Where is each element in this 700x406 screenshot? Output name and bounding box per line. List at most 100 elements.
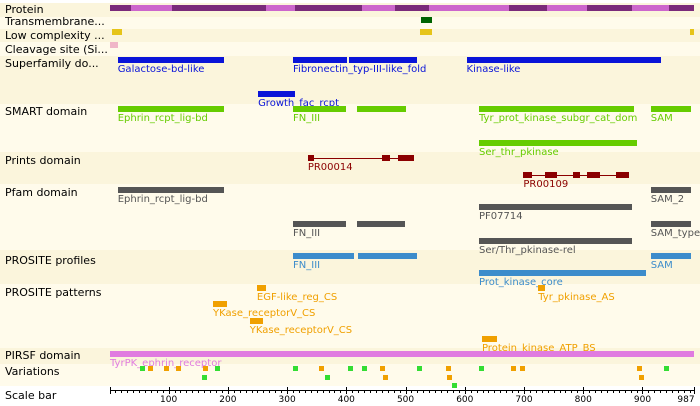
feature-label[interactable]: SAM: [650, 260, 673, 271]
variation-marker[interactable]: [293, 366, 299, 371]
variation-marker[interactable]: [478, 366, 484, 371]
feature-label[interactable]: Protein_kinase_ATP_BS: [481, 343, 596, 354]
protein-segment[interactable]: [110, 5, 131, 11]
feature-bar-pfam[interactable]: [117, 187, 225, 193]
feature-bar-lowc[interactable]: [419, 29, 433, 35]
variation-marker[interactable]: [417, 366, 423, 371]
protein-segment[interactable]: [631, 5, 670, 11]
feature-label[interactable]: Ephrin_rcpt_lig-bd: [117, 113, 208, 124]
variation-marker[interactable]: [324, 375, 330, 380]
feature-label[interactable]: Tyr_pkinase_AS: [538, 292, 615, 303]
feature-bar-pfam[interactable]: [650, 221, 692, 227]
variation-marker[interactable]: [147, 366, 153, 371]
feature-bar-prosite_patterns[interactable]: [481, 336, 498, 342]
variation-marker[interactable]: [445, 366, 451, 371]
feature-label[interactable]: TyrPK_ephrin_receptor: [110, 358, 222, 369]
protein-segment[interactable]: [295, 5, 362, 11]
feature-bar-prosite_patterns[interactable]: [256, 285, 267, 291]
feature-bar-prosite_patterns[interactable]: [249, 318, 263, 324]
feature-bar-pfam[interactable]: [478, 238, 632, 244]
feature-label[interactable]: PF07714: [478, 211, 523, 222]
feature-bar-prosite_profiles[interactable]: [650, 253, 692, 259]
variation-marker[interactable]: [175, 366, 181, 371]
feature-bar-smart[interactable]: [650, 106, 692, 112]
feature-label[interactable]: Fibronectin_typ-III-like_fold: [293, 64, 427, 75]
protein-segment[interactable]: [172, 5, 266, 11]
variation-marker[interactable]: [519, 366, 525, 371]
variation-marker[interactable]: [664, 366, 670, 371]
feature-label[interactable]: Kinase-like: [466, 64, 521, 75]
feature-bar-lowc[interactable]: [112, 29, 123, 35]
feature-bar-prints[interactable]: [307, 155, 315, 161]
feature-bar-smart[interactable]: [356, 106, 407, 112]
protein-segment[interactable]: [130, 5, 173, 11]
feature-bar-pfam[interactable]: [478, 204, 632, 210]
variation-marker[interactable]: [215, 366, 221, 371]
feature-label[interactable]: Prot_kinase_core: [478, 277, 563, 288]
feature-label[interactable]: FN_III: [293, 260, 321, 271]
feature-label[interactable]: FN_III: [293, 113, 321, 124]
feature-bar-prosite_profiles[interactable]: [357, 253, 418, 259]
feature-bar-cleav[interactable]: [110, 42, 118, 48]
feature-label[interactable]: SAM_type1: [650, 228, 700, 239]
feature-label[interactable]: SAM: [650, 113, 673, 124]
variation-marker[interactable]: [139, 366, 145, 371]
feature-bar-pfam[interactable]: [356, 221, 405, 227]
feature-bar-pfam[interactable]: [650, 187, 692, 193]
protein-segment[interactable]: [361, 5, 395, 11]
feature-bar-superfamily[interactable]: [348, 57, 417, 63]
feature-bar-pirsf[interactable]: [110, 351, 694, 357]
feature-bar-superfamily[interactable]: [258, 91, 296, 97]
feature-bar-smart[interactable]: [478, 106, 634, 112]
protein-segment[interactable]: [394, 5, 430, 11]
variation-marker[interactable]: [510, 366, 516, 371]
variation-marker[interactable]: [636, 366, 642, 371]
feature-label[interactable]: PR00014: [307, 162, 353, 173]
feature-bar-smart[interactable]: [478, 140, 638, 146]
feature-bar-prints[interactable]: [382, 155, 390, 161]
feature-label[interactable]: Ser/Thr_pkinase-rel: [478, 245, 576, 256]
feature-bar-prosite_profiles[interactable]: [293, 253, 355, 259]
feature-label[interactable]: EGF-like_reg_CS: [256, 292, 338, 303]
feature-bar-lowc[interactable]: [689, 29, 694, 35]
feature-label[interactable]: PR00109: [523, 179, 569, 190]
variation-marker[interactable]: [379, 366, 385, 371]
feature-bar-superfamily[interactable]: [293, 57, 347, 63]
protein-segment[interactable]: [429, 5, 509, 11]
feature-bar-prints[interactable]: [615, 172, 630, 178]
variation-marker[interactable]: [202, 366, 208, 371]
feature-bar-tm[interactable]: [420, 17, 433, 23]
feature-bar-smart[interactable]: [117, 106, 225, 112]
protein-segment[interactable]: [669, 5, 694, 11]
feature-bar-prints[interactable]: [397, 155, 415, 161]
feature-label[interactable]: Ephrin_rcpt_lig-bd: [117, 194, 208, 205]
feature-bar-pfam[interactable]: [293, 221, 346, 227]
variation-marker[interactable]: [361, 366, 367, 371]
protein-segment[interactable]: [586, 5, 632, 11]
variation-marker[interactable]: [446, 375, 452, 380]
protein-segment[interactable]: [546, 5, 587, 11]
variation-marker[interactable]: [163, 366, 169, 371]
variation-marker[interactable]: [638, 375, 644, 380]
feature-label[interactable]: Galactose-bd-like: [117, 64, 205, 75]
variation-marker[interactable]: [452, 383, 458, 388]
feature-label[interactable]: FN_III: [293, 228, 321, 239]
protein-segment[interactable]: [265, 5, 296, 11]
feature-label[interactable]: Ser_thr_pkinase: [478, 147, 559, 158]
variation-marker[interactable]: [319, 366, 325, 371]
feature-bar-smart[interactable]: [293, 106, 346, 112]
feature-label[interactable]: YKase_receptorV_CS: [213, 308, 316, 319]
feature-label[interactable]: SAM_2: [650, 194, 685, 205]
variation-marker[interactable]: [383, 375, 389, 380]
feature-bar-prints[interactable]: [544, 172, 557, 178]
feature-label[interactable]: YKase_receptorV_CS: [249, 325, 353, 336]
feature-bar-prints[interactable]: [572, 172, 580, 178]
feature-bar-prints[interactable]: [523, 172, 533, 178]
feature-bar-prosite_patterns[interactable]: [213, 301, 227, 307]
variation-marker[interactable]: [202, 375, 208, 380]
feature-bar-prosite_profiles[interactable]: [478, 270, 646, 276]
protein-segment[interactable]: [508, 5, 547, 11]
feature-label[interactable]: Tyr_prot_kinase_subgr_cat_dom: [478, 113, 638, 124]
feature-bar-superfamily[interactable]: [117, 57, 225, 63]
feature-bar-prosite_patterns[interactable]: [538, 285, 546, 291]
